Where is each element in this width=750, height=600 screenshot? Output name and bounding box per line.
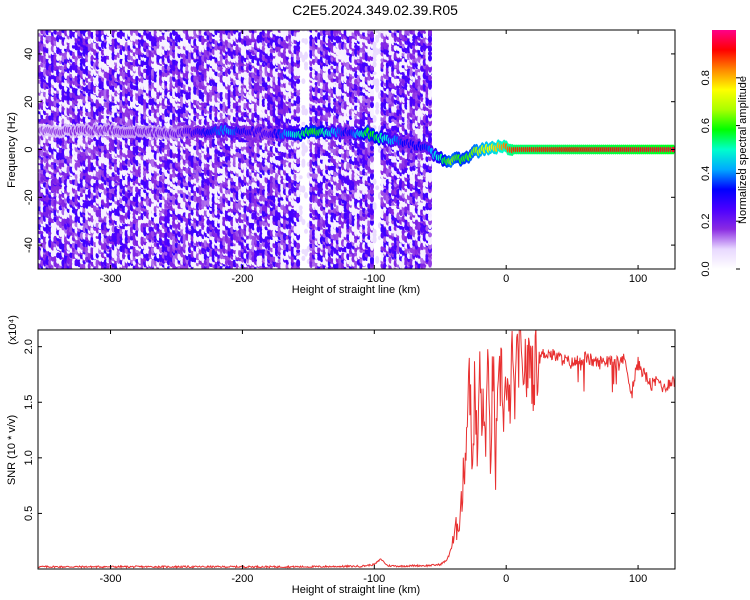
figure-title: C2E5.2024.349.02.39.R05 [292, 2, 458, 18]
heatmap-cells [38, 30, 432, 269]
